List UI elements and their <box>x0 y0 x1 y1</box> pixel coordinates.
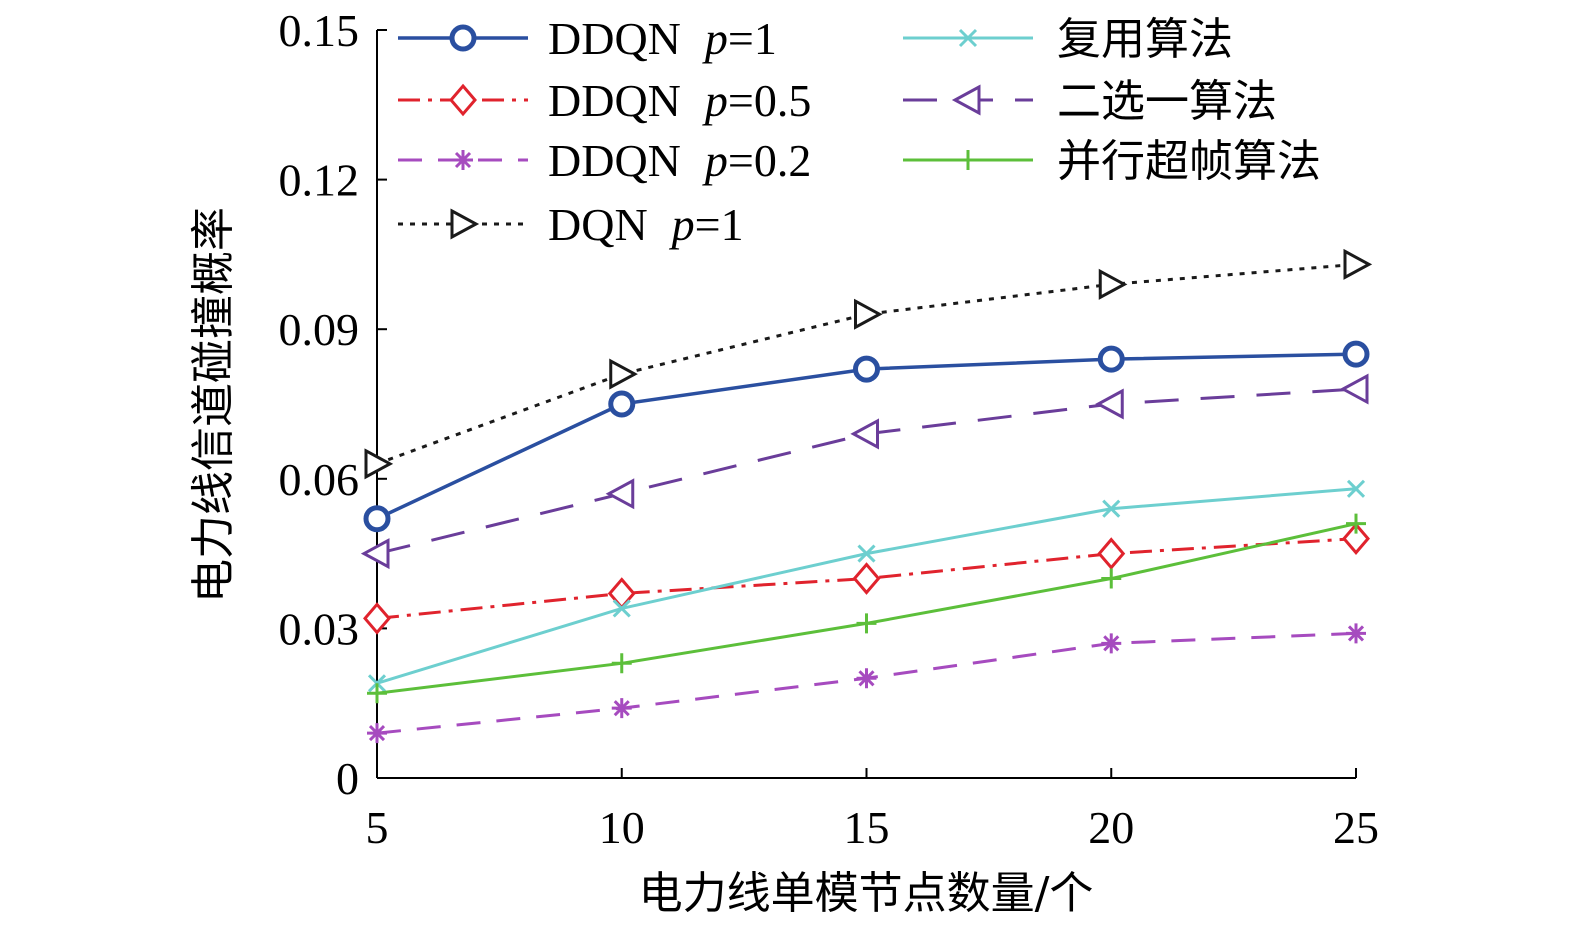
y-axis-title: 电力线信道碰撞概率 <box>188 207 239 603</box>
data-point <box>1342 522 1370 555</box>
legend-item-4: DQN p=1 <box>398 199 744 250</box>
legend-swatch-marker <box>453 150 473 170</box>
series-line <box>376 387 1357 556</box>
legend-param: p <box>702 75 728 126</box>
legend-param-value: =0.5 <box>728 75 811 126</box>
series-line <box>376 522 1357 695</box>
legend-label: DQN p=1 <box>548 199 744 250</box>
y-tick-label: 0.06 <box>279 454 360 505</box>
data-point <box>608 390 636 418</box>
series-layer <box>360 248 1373 744</box>
data-point <box>1097 345 1125 373</box>
data-point <box>1098 268 1128 300</box>
legend-label: 并行超帧算法 <box>1057 136 1321 187</box>
data-point <box>854 298 883 330</box>
data-point <box>857 544 876 563</box>
data-point <box>1342 340 1370 368</box>
data-point <box>1346 513 1366 534</box>
series-line <box>376 537 1357 620</box>
data-point <box>611 698 632 719</box>
data-point <box>605 478 635 510</box>
y-tick-label: 0.03 <box>279 603 360 654</box>
series-4 <box>364 248 1373 480</box>
series-7 <box>367 513 1366 704</box>
series-line <box>376 262 1357 466</box>
data-point <box>611 653 632 674</box>
legend-swatch-marker <box>958 28 978 48</box>
legend-name: 复用算法 <box>1057 14 1233 65</box>
data-point <box>1097 537 1126 570</box>
y-tick-label: 0.09 <box>279 304 360 355</box>
data-point <box>1101 633 1122 654</box>
legend-param: p <box>702 13 728 64</box>
legend-swatch-marker <box>450 208 480 240</box>
legend-param: p <box>702 135 728 186</box>
legend-label: 二选一算法 <box>1057 76 1277 127</box>
x-tick-label: 5 <box>366 802 389 853</box>
legend-label: 复用算法 <box>1057 14 1233 65</box>
x-tick-label: 10 <box>599 802 645 853</box>
legend-item-7: 并行超帧算法 <box>903 136 1321 187</box>
legend-label: DDQN p=0.5 <box>548 75 811 126</box>
legend-swatch-marker <box>449 24 477 52</box>
legend-param-value: =1 <box>728 13 777 64</box>
series-6 <box>360 373 1369 570</box>
legend-param-value: =0.2 <box>728 135 811 186</box>
data-point <box>1102 499 1121 518</box>
data-point <box>856 668 877 689</box>
data-point <box>850 418 879 450</box>
data-point <box>364 448 394 480</box>
legend-name: DDQN <box>548 75 681 126</box>
legend-item-2: DDQN p=0.5 <box>398 75 811 126</box>
x-axis-title: 电力线单模节点数量/个 <box>639 868 1094 919</box>
data-point <box>360 538 390 570</box>
series-3 <box>367 623 1366 744</box>
legend-name: 二选一算法 <box>1057 76 1277 127</box>
legend-name: DDQN <box>548 13 681 64</box>
data-point <box>1101 568 1122 589</box>
legend-swatch-marker <box>951 84 981 116</box>
data-point <box>367 723 387 744</box>
data-point <box>363 505 391 533</box>
legend-label: DDQN p=0.2 <box>548 135 811 186</box>
data-point <box>367 683 387 704</box>
data-point <box>1095 388 1124 420</box>
legend-item-3: DDQN p=0.2 <box>398 135 811 186</box>
legend-name: DDQN <box>548 135 681 186</box>
y-tick-label: 0 <box>336 753 359 804</box>
data-point <box>612 599 631 618</box>
axes: 0 0.03 0.06 0.09 0.12 0.15 5 10 15 20 25 <box>279 5 1380 853</box>
x-tick-label: 15 <box>844 802 890 853</box>
data-point <box>607 577 636 610</box>
legend-swatch-marker <box>449 83 477 117</box>
data-point <box>609 358 638 390</box>
series-1 <box>363 340 1370 533</box>
legend-item-5: 复用算法 <box>903 14 1233 65</box>
legend-name: 并行超帧算法 <box>1057 136 1321 187</box>
legend-name: DQN <box>548 199 648 250</box>
data-point <box>363 602 391 635</box>
legend-param-value: =1 <box>695 199 744 250</box>
data-point <box>1346 623 1366 644</box>
legend-param: p <box>669 199 695 250</box>
y-tick-label: 0.15 <box>279 5 360 56</box>
data-point <box>852 562 881 595</box>
data-point <box>1343 248 1373 280</box>
data-point <box>1339 373 1369 405</box>
legend-item-6: 二选一算法 <box>903 76 1277 127</box>
legend-item-1: DDQN p=1 <box>398 13 777 64</box>
data-point <box>853 355 880 383</box>
data-point <box>1346 479 1366 498</box>
data-point <box>856 613 877 634</box>
legend-swatch-marker <box>958 150 978 170</box>
y-tick-label: 0.12 <box>279 155 360 206</box>
x-tick-label: 20 <box>1088 802 1134 853</box>
x-tick-label: 25 <box>1333 802 1379 853</box>
legend-label: DDQN p=1 <box>548 13 777 64</box>
